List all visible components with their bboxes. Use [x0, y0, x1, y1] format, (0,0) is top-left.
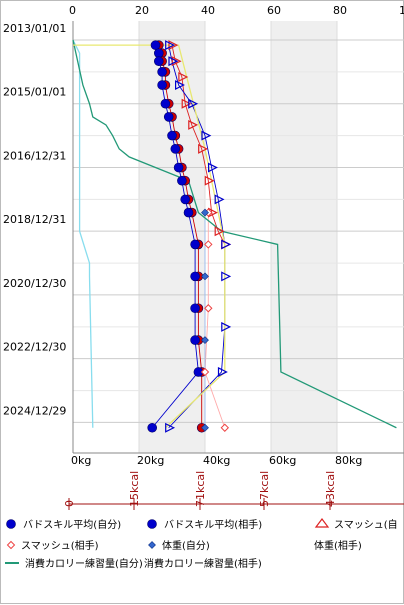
data-point-triangle — [181, 98, 192, 109]
data-point-circle — [157, 80, 167, 90]
data-point-triangle — [214, 194, 225, 205]
series-line-triangle — [171, 45, 226, 245]
top-x-tick-label: 80 — [333, 4, 347, 17]
data-point-diamond — [201, 272, 209, 281]
data-point-circle — [160, 98, 171, 109]
legend-marker-triangle — [314, 518, 330, 528]
calorie-tick-label: 71kcal — [194, 471, 207, 507]
legend-marker-circle — [6, 519, 16, 529]
data-point-triangle — [214, 226, 225, 237]
data-point-triangle — [201, 130, 212, 141]
data-point-triangle — [168, 40, 179, 51]
calorie-tick-label: 15kcal — [128, 471, 141, 507]
data-point-circle — [163, 112, 174, 122]
top-x-tick-label: 20 — [135, 4, 149, 17]
data-point-circle — [167, 130, 177, 141]
data-point-circle — [170, 144, 181, 154]
data-point-circle — [177, 175, 187, 186]
shaded-band — [139, 21, 205, 453]
legend-label: 消費カロリー練習量(相手) — [144, 557, 262, 570]
data-point-diamond-open — [200, 367, 210, 377]
series-line-trend — [73, 44, 226, 429]
data-point-triangle — [208, 162, 218, 173]
legend-marker-diamond-open — [6, 540, 16, 550]
data-point-diamond — [201, 208, 209, 217]
y-tick-label: 2024/12/29 — [3, 404, 66, 417]
bottom-x-tick-label: 40kg — [203, 454, 230, 467]
data-point-circle — [173, 162, 184, 173]
y-tick-label: 2015/01/01 — [3, 86, 66, 99]
legend-label: 消費カロリー練習量(自分) — [25, 557, 143, 570]
data-point-circle — [147, 422, 157, 433]
data-point-diamond — [201, 423, 209, 432]
data-point-triangle — [168, 56, 179, 67]
legend-marker-diamond — [148, 541, 156, 549]
legend-label: スマッシュ(相手) — [21, 539, 99, 552]
bottom-x-tick-label: 0kg — [71, 454, 91, 467]
data-point-triangle — [165, 422, 176, 433]
data-point-diamond-open — [220, 423, 230, 432]
data-point-triangle — [221, 271, 232, 282]
top-x-tick-label: 40 — [201, 4, 215, 17]
data-point-triangle — [221, 321, 232, 332]
bottom-x-tick-label: 80kg — [335, 454, 362, 467]
data-point-circle — [190, 239, 200, 250]
top-x-tick-label: 0 — [69, 4, 76, 17]
data-point-diamond-open — [204, 304, 213, 313]
legend-label: 体重(相手) — [314, 539, 362, 552]
data-point-triangle — [175, 80, 185, 91]
legend-label: スマッシュ(自 — [334, 518, 398, 531]
top-x-tick-label: 10 — [399, 4, 404, 17]
data-point-triangle — [188, 98, 199, 109]
y-tick-label: 2018/12/31 — [3, 213, 66, 226]
data-point-triangle — [188, 119, 199, 130]
data-point-triangle — [221, 239, 232, 250]
bottom-x-tick-label: 60kg — [269, 454, 296, 467]
data-point-triangle — [217, 366, 228, 377]
data-point-triangle — [171, 56, 182, 67]
legend-label: バドスキル平均(自分) — [23, 518, 121, 531]
data-point-circle — [154, 48, 164, 58]
calorie-tick-label: 0 — [63, 500, 76, 507]
legend-label: 体重(自分) — [162, 539, 210, 552]
series-line-trend — [72, 39, 397, 429]
top-x-tick-label: 60 — [267, 4, 281, 17]
data-point-triangle — [198, 143, 209, 154]
bottom-x-tick-label: 20kg — [137, 454, 164, 467]
data-point-diamond — [201, 336, 209, 345]
data-point-triangle — [165, 40, 176, 51]
data-point-circle — [157, 67, 167, 77]
y-tick-label: 2020/12/30 — [3, 277, 66, 290]
calorie-tick-label: 57kcal — [258, 471, 271, 507]
data-point-triangle — [178, 72, 189, 82]
data-point-circle — [154, 56, 164, 67]
legend-label: バドスキル平均(相手) — [164, 518, 262, 531]
legend-marker-circle — [147, 519, 157, 529]
y-tick-label: 2022/12/30 — [3, 341, 66, 354]
data-point-circle — [180, 194, 190, 205]
data-point-triangle — [204, 175, 215, 186]
data-point-circle — [190, 271, 200, 282]
data-point-circle — [150, 40, 161, 50]
data-point-circle — [190, 303, 200, 314]
y-tick-label: 2013/01/01 — [3, 22, 66, 35]
calorie-tick-label: 43kcal — [324, 471, 337, 507]
series-line-trend — [72, 39, 94, 428]
y-tick-label: 2016/12/31 — [3, 149, 66, 162]
data-point-circle — [190, 335, 200, 345]
data-point-diamond-open — [204, 240, 213, 249]
data-point-circle — [183, 207, 194, 218]
shaded-band — [271, 21, 337, 453]
